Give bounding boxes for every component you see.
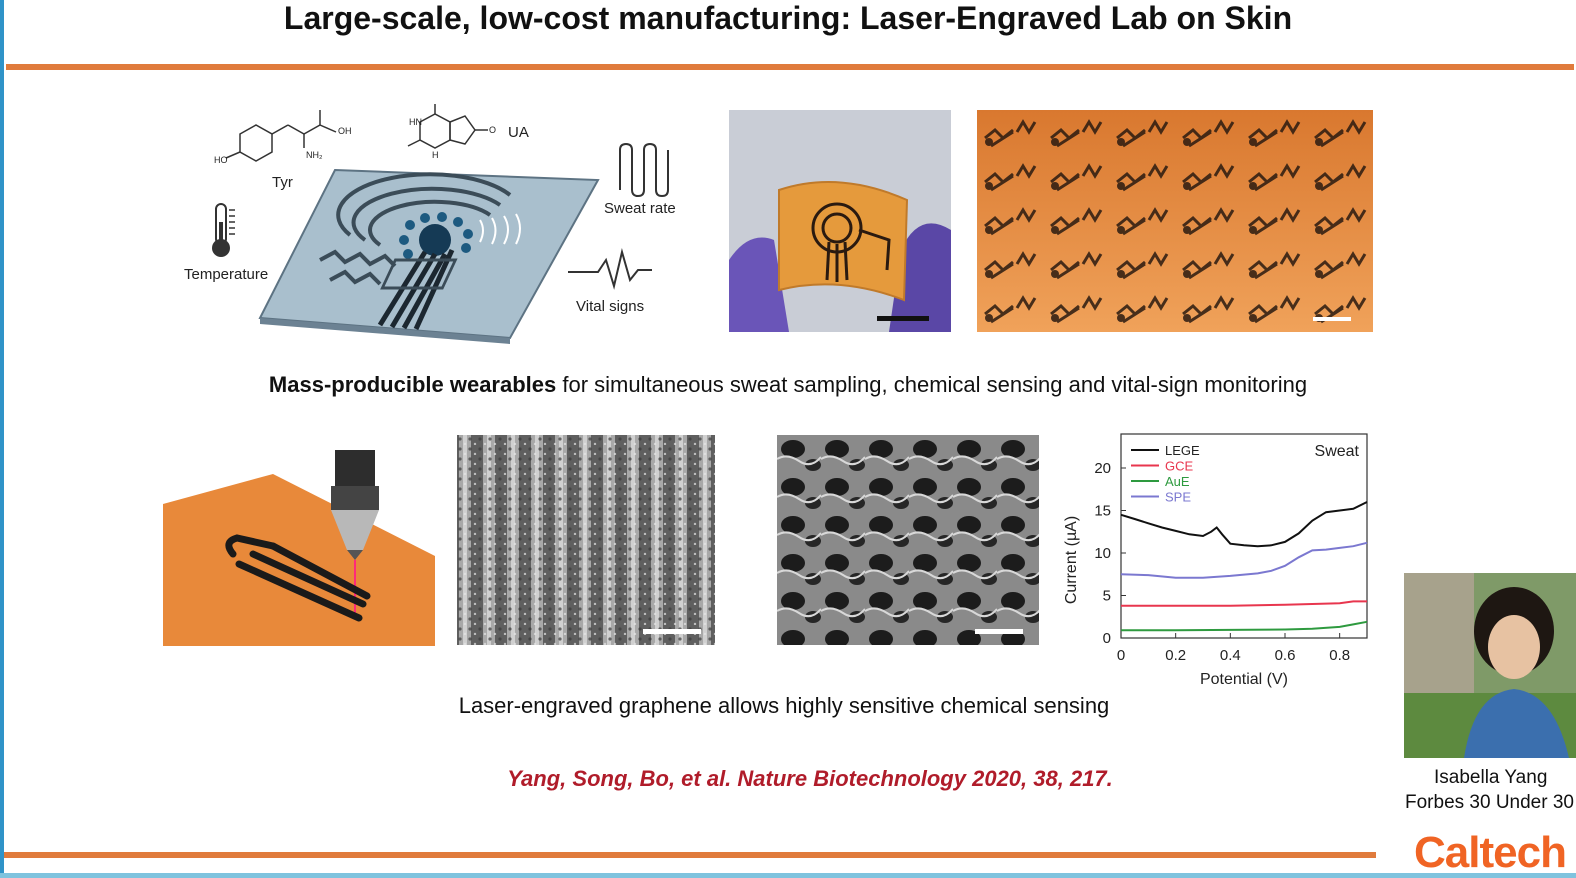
legend-label-spe: SPE <box>1165 490 1191 505</box>
series-line-lege <box>1120 501 1368 548</box>
chem-nh2: NH₂ <box>306 150 323 160</box>
slide-title: Large-scale, low-cost manufacturing: Las… <box>283 0 1293 36</box>
sem-image-engraved-lines <box>457 435 715 645</box>
x-tick-label: 0.4 <box>1220 647 1241 664</box>
caption-wearables: Mass-producible wearables for simultaneo… <box>0 372 1576 398</box>
portrait-photo <box>1404 573 1576 758</box>
series-line-spe <box>1120 541 1368 579</box>
legend-label-lege: LEGE <box>1165 443 1200 458</box>
left-accent-bar <box>0 0 4 878</box>
series-line-aue <box>1121 620 1368 632</box>
citation: Yang, Song, Bo, et al. Nature Biotechnol… <box>507 766 1113 791</box>
caption-wearables-rest: for simultaneous sweat sampling, chemica… <box>556 372 1308 397</box>
y-tick-label: 5 <box>1103 588 1111 605</box>
legend-label-gce: GCE <box>1165 459 1194 474</box>
chem-oh: OH <box>338 126 352 136</box>
label-vital-signs: Vital signs <box>576 298 645 315</box>
bottom-rule <box>4 852 1376 858</box>
caption-graphene: Laser-engraved graphene allows highly se… <box>458 693 1110 718</box>
chem-ho: HO <box>214 155 228 165</box>
y-axis-label: Current (µA) <box>1063 516 1080 604</box>
x-axis-label: Potential (V) <box>1200 671 1288 688</box>
y-tick-label: 10 <box>1094 545 1111 562</box>
x-tick-label: 0.8 <box>1329 647 1350 664</box>
label-ua: UA <box>508 124 529 141</box>
y-tick-label: 20 <box>1094 460 1111 477</box>
chem-o: O <box>489 125 497 135</box>
caption-wearables-bold: Mass-producible wearables <box>268 372 557 397</box>
photo-flexible-device <box>729 110 951 332</box>
person-honor: Forbes 30 Under 30 <box>1405 792 1574 813</box>
y-tick-label: 0 <box>1103 630 1111 647</box>
chem-h: H <box>432 150 439 160</box>
legend-label-aue: AuE <box>1165 474 1190 489</box>
label-temperature: Temperature <box>184 266 269 283</box>
series-line-gce <box>1121 600 1367 607</box>
title-rule <box>6 64 1574 70</box>
caltech-logo: Caltech <box>1414 828 1567 877</box>
label-sweat-rate: Sweat rate <box>604 200 676 217</box>
person-name: Isabella Yang <box>1434 767 1548 788</box>
chart-frame <box>1120 433 1368 639</box>
x-tick-label: 0.2 <box>1165 647 1186 664</box>
photo-device-array <box>977 110 1373 332</box>
chart-svg: 0 0.2 0.4 0.6 0.8 0 5 10 15 20 Potential (V) Curren… <box>1063 433 1368 688</box>
chart-annotation: Sweat <box>1315 443 1360 460</box>
voltammetry-chart: 0 0.2 0.4 0.6 0.8 0 5 10 15 20 Potential (V) Curren… <box>1050 428 1380 696</box>
y-tick-label: 15 <box>1094 503 1111 520</box>
device-schematic: Tyr UA Sweat rate Temperature Vital sign… <box>180 100 700 350</box>
label-tyr: Tyr <box>272 174 293 191</box>
bottom-accent-bar <box>0 873 1576 878</box>
x-tick-label: 0.6 <box>1275 647 1296 664</box>
sem-image-porous-graphene <box>777 435 1039 645</box>
chem-hn: HN <box>409 117 422 127</box>
laser-engraving-illustration <box>163 446 435 646</box>
x-tick-label: 0 <box>1117 647 1125 664</box>
